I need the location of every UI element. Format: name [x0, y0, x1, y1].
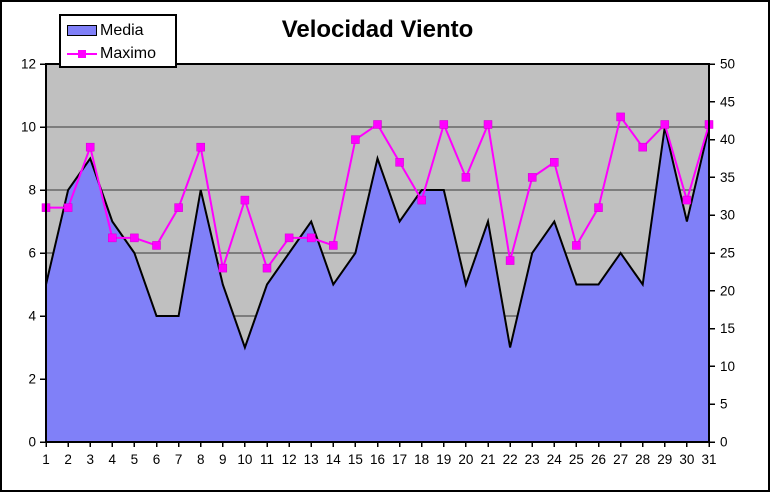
svg-text:50: 50	[720, 57, 735, 72]
legend-label-maximo: Maximo	[100, 44, 157, 62]
svg-text:4: 4	[109, 452, 117, 467]
legend-label-media: Media	[100, 21, 144, 39]
svg-text:10: 10	[720, 359, 735, 374]
svg-text:16: 16	[370, 452, 385, 467]
svg-text:15: 15	[348, 452, 363, 467]
svg-text:12: 12	[282, 452, 297, 467]
maximo-line-swatch-icon	[67, 49, 97, 58]
svg-text:28: 28	[635, 452, 650, 467]
svg-text:24: 24	[547, 452, 563, 467]
svg-text:2: 2	[28, 372, 36, 387]
svg-text:12: 12	[21, 57, 36, 72]
svg-text:22: 22	[503, 452, 518, 467]
svg-text:30: 30	[720, 208, 735, 223]
legend-item-media: Media	[67, 19, 169, 42]
svg-text:20: 20	[720, 283, 735, 298]
svg-text:27: 27	[613, 452, 628, 467]
svg-text:31: 31	[701, 452, 716, 467]
svg-text:30: 30	[679, 452, 694, 467]
svg-text:0: 0	[28, 435, 36, 450]
svg-text:35: 35	[720, 170, 735, 185]
svg-text:23: 23	[525, 452, 540, 467]
svg-text:8: 8	[197, 452, 205, 467]
chart-title: Velocidad Viento	[281, 16, 474, 43]
svg-text:6: 6	[153, 452, 161, 467]
svg-text:21: 21	[480, 452, 495, 467]
svg-text:10: 10	[237, 452, 252, 467]
svg-text:25: 25	[720, 246, 735, 261]
svg-text:17: 17	[392, 452, 407, 467]
svg-text:5: 5	[720, 397, 728, 412]
svg-text:18: 18	[414, 452, 429, 467]
svg-text:2: 2	[64, 452, 72, 467]
svg-text:11: 11	[260, 452, 274, 467]
svg-text:20: 20	[458, 452, 473, 467]
svg-text:45: 45	[720, 94, 735, 109]
media-area-swatch-icon	[67, 25, 97, 36]
svg-text:3: 3	[86, 452, 94, 467]
chart-legend: Media Maximo	[59, 14, 177, 68]
svg-text:29: 29	[657, 452, 672, 467]
svg-text:8: 8	[28, 183, 36, 198]
svg-text:4: 4	[28, 309, 36, 324]
svg-text:14: 14	[326, 452, 342, 467]
svg-text:26: 26	[591, 452, 606, 467]
svg-text:19: 19	[436, 452, 451, 467]
svg-text:40: 40	[720, 132, 735, 147]
svg-text:25: 25	[569, 452, 584, 467]
svg-text:9: 9	[219, 452, 227, 467]
svg-text:10: 10	[21, 120, 36, 135]
svg-text:0: 0	[720, 435, 728, 450]
maximo-marker-icon	[78, 49, 86, 58]
svg-text:1: 1	[42, 452, 50, 467]
svg-text:13: 13	[304, 452, 319, 467]
svg-text:7: 7	[175, 452, 183, 467]
svg-text:6: 6	[28, 246, 36, 261]
svg-text:5: 5	[131, 452, 139, 467]
svg-text:15: 15	[720, 321, 735, 336]
legend-item-maximo: Maximo	[67, 42, 169, 65]
